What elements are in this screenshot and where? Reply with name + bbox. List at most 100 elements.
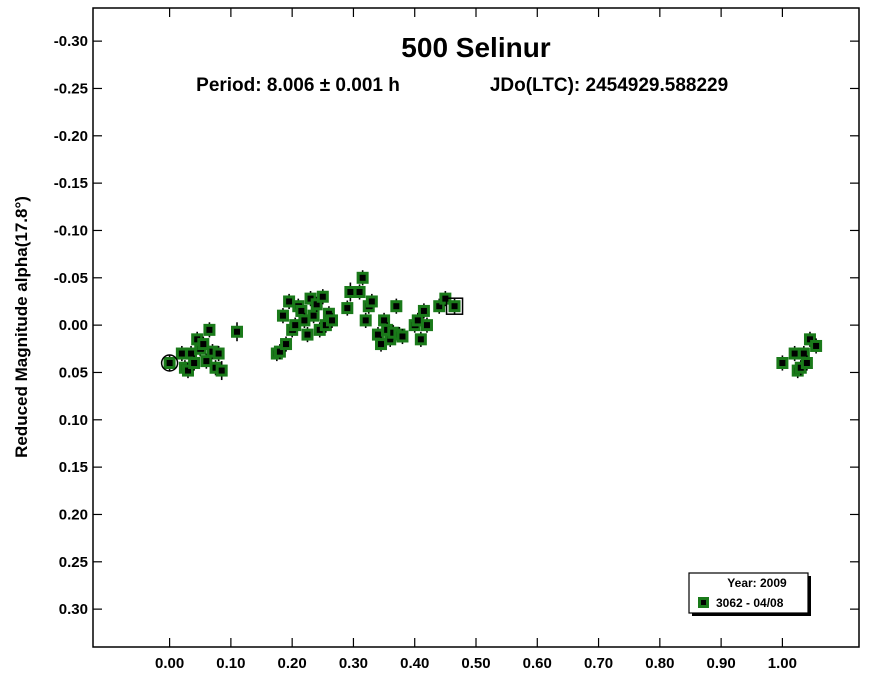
data-point-core xyxy=(316,326,323,333)
data-point xyxy=(353,284,366,300)
chart-subtitle-epoch: JDo(LTC): 2454929.588229 xyxy=(490,75,728,96)
x-tick-label: 0.60 xyxy=(523,655,552,672)
data-point xyxy=(301,327,314,343)
data-point xyxy=(197,336,210,352)
data-point-core xyxy=(206,326,213,333)
data-point xyxy=(289,317,302,333)
data-point-core xyxy=(393,303,400,310)
data-point xyxy=(231,322,244,342)
data-point-core xyxy=(813,342,820,349)
data-point-core xyxy=(806,336,813,343)
data-point-core xyxy=(188,350,195,357)
data-point-core xyxy=(368,298,375,305)
y-tick-label: 0.10 xyxy=(59,412,88,429)
x-tick-label: 0.90 xyxy=(707,655,736,672)
data-point-core xyxy=(310,312,317,319)
data-point xyxy=(175,345,188,362)
data-point-core xyxy=(319,293,326,300)
x-tick-label: 0.00 xyxy=(155,655,184,672)
data-point xyxy=(316,289,329,305)
data-point-core xyxy=(286,298,293,305)
axis-ticks: 0.00 0.10 0.20 0.30 0.40 0.50 0.60 0.70 0.80 0.90… xyxy=(54,8,859,672)
data-point-core xyxy=(387,336,394,343)
data-point xyxy=(212,345,225,362)
data-point-core xyxy=(399,333,406,340)
data-point xyxy=(298,312,311,328)
data-point-core xyxy=(184,367,191,374)
data-point-core xyxy=(203,358,210,365)
data-point xyxy=(420,317,433,333)
data-point xyxy=(341,300,354,316)
data-point-core xyxy=(420,307,427,314)
x-tick-label: 0.50 xyxy=(461,655,490,672)
data-point-core xyxy=(325,310,332,317)
data-point xyxy=(448,298,461,314)
data-point xyxy=(776,355,789,371)
data-point xyxy=(810,338,823,354)
x-tick-label: 0.80 xyxy=(645,655,674,672)
data-point xyxy=(283,293,296,310)
data-point-core xyxy=(791,350,798,357)
data-point-core xyxy=(378,341,385,348)
data-point xyxy=(800,355,813,371)
data-point xyxy=(280,336,293,352)
open-circle-marker xyxy=(160,354,179,372)
y-tick-label: -0.15 xyxy=(54,175,88,192)
data-point-core xyxy=(322,322,329,329)
data-point-core xyxy=(779,360,786,366)
data-point-core xyxy=(328,317,335,324)
data-point xyxy=(414,331,427,347)
legend: Year: 2009 3062 - 04/08 xyxy=(688,572,811,616)
data-point-core xyxy=(442,295,449,302)
data-point xyxy=(439,291,452,307)
data-point xyxy=(344,282,357,302)
data-point-core xyxy=(307,295,314,302)
data-point-core xyxy=(800,350,807,357)
y-tick-label: -0.25 xyxy=(54,80,88,97)
data-point xyxy=(375,336,388,352)
data-points xyxy=(160,270,823,381)
data-point-core xyxy=(423,322,430,329)
data-point xyxy=(215,361,228,381)
data-point-core xyxy=(381,317,388,324)
data-point xyxy=(203,322,216,338)
chart-title: 500 Selinur xyxy=(401,32,551,63)
data-point-core xyxy=(359,274,366,281)
data-point-core xyxy=(362,317,369,324)
chart-subtitle-period: Period: 8.006 ± 0.001 h xyxy=(196,75,400,96)
data-point xyxy=(365,293,378,310)
y-tick-label: 0.05 xyxy=(59,364,88,381)
y-tick-label: 0.00 xyxy=(59,317,88,334)
data-point-core xyxy=(191,360,198,366)
data-point xyxy=(276,308,289,324)
data-point-core xyxy=(344,305,351,312)
data-point-core xyxy=(347,289,354,295)
y-tick-label: 0.30 xyxy=(59,601,88,618)
x-tick-label: 0.20 xyxy=(278,655,307,672)
y-tick-label: 0.20 xyxy=(59,506,88,523)
data-point-core xyxy=(384,326,391,333)
data-point xyxy=(325,312,338,328)
y-axis-label: Reduced Magnitude alpha(17.8°) xyxy=(12,196,31,458)
data-point xyxy=(163,355,176,371)
legend-marker-core xyxy=(701,600,706,605)
x-tick-label: 1.00 xyxy=(768,655,797,672)
data-point-core xyxy=(797,364,804,371)
data-point-core xyxy=(234,328,241,335)
data-point xyxy=(307,308,320,324)
data-point-core xyxy=(390,329,397,336)
y-tick-label: -0.10 xyxy=(54,222,88,239)
x-tick-label: 0.10 xyxy=(216,655,245,672)
data-point-core xyxy=(212,364,219,371)
data-point xyxy=(396,328,409,345)
data-point xyxy=(200,353,213,369)
data-point-core xyxy=(304,331,311,338)
data-point-core xyxy=(292,322,299,329)
data-point xyxy=(359,312,372,328)
data-point-core xyxy=(215,350,222,357)
data-point-core xyxy=(298,307,305,314)
legend-entry-label: 3062 - 04/08 xyxy=(716,596,784,610)
data-point xyxy=(417,303,430,319)
data-point-core xyxy=(279,312,286,319)
